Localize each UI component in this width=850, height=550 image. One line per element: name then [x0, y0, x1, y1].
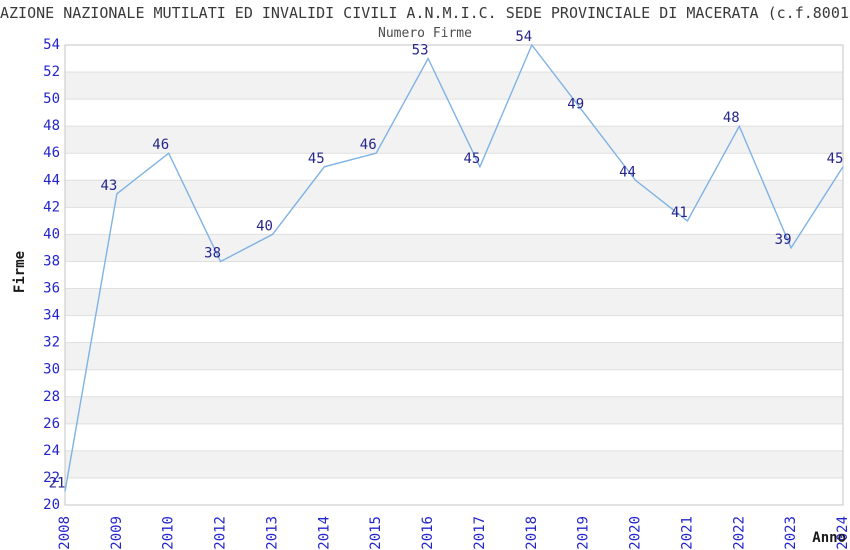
point-labels: 21 43 46 38 40 45 46 53 45 54 49 44 41 48 39 45 — [49, 29, 844, 492]
point-label: 41 — [671, 205, 688, 221]
x-tick-label: 2021 — [679, 516, 695, 550]
x-tick-label: 2009 — [109, 516, 125, 550]
x-tick-label: 2017 — [472, 516, 488, 550]
plot-band — [65, 450, 843, 478]
x-tick-label: 2010 — [161, 516, 177, 550]
point-label: 40 — [256, 218, 273, 234]
plot-band — [65, 72, 843, 100]
chart-title: AZIONE NAZIONALE MUTILATI ED INVALIDI CI… — [0, 4, 850, 22]
y-tick-label: 26 — [43, 416, 60, 432]
point-label: 49 — [567, 97, 584, 113]
y-tick-label: 28 — [43, 389, 60, 405]
y-tick-label: 50 — [43, 91, 60, 107]
chart-subtitle: Numero Firme — [378, 26, 472, 41]
x-tick-label: 2015 — [368, 516, 384, 550]
y-tick-label: 20 — [43, 497, 60, 513]
series-line — [64, 43, 844, 492]
y-tick-label: 34 — [43, 308, 60, 324]
y-tick-label: 32 — [43, 335, 60, 351]
point-label: 54 — [515, 29, 532, 45]
x-tick-label: 2012 — [213, 516, 229, 550]
y-axis-tick-labels: 20 22 24 26 28 30 32 34 36 38 40 42 44 46 48 50 52 54 — [43, 37, 60, 513]
y-tick-label: 22 — [43, 470, 60, 486]
point-label: 38 — [204, 246, 221, 262]
x-tick-label: 2008 — [57, 516, 73, 550]
x-tick-label: 2018 — [524, 516, 540, 550]
x-tick-label: 2019 — [576, 516, 592, 550]
plot-band — [65, 288, 843, 316]
y-tick-label: 54 — [43, 37, 60, 53]
x-tick-label: 2016 — [420, 516, 436, 550]
point-label: 44 — [619, 164, 636, 180]
y-tick-label: 36 — [43, 281, 60, 297]
y-tick-label: 52 — [43, 64, 60, 80]
y-tick-label: 44 — [43, 172, 60, 188]
point-label: 45 — [308, 151, 325, 167]
point-label: 39 — [775, 232, 792, 248]
x-tick-label: 2014 — [316, 516, 332, 550]
y-tick-label: 24 — [43, 443, 60, 459]
y-tick-label: 48 — [43, 118, 60, 134]
y-tick-label: 30 — [43, 362, 60, 378]
point-label: 21 — [49, 476, 66, 492]
plot-band — [65, 180, 843, 208]
point-label: 53 — [412, 43, 429, 59]
y-tick-label: 40 — [43, 226, 60, 242]
y-tick-label: 46 — [43, 145, 60, 161]
y-axis-label: Firme — [12, 251, 28, 293]
plot-band — [65, 396, 843, 424]
x-axis-tick-labels: 2008 2009 2010 2012 2013 2014 2015 2016 2017 2018… — [57, 516, 850, 550]
x-tick-label: 2013 — [265, 516, 281, 550]
x-tick-label: 2020 — [628, 516, 644, 550]
plot-band — [65, 342, 843, 370]
x-axis-label: Anno — [812, 530, 846, 546]
y-tick-label: 38 — [43, 254, 60, 270]
point-label: 43 — [100, 178, 117, 194]
point-label: 48 — [723, 110, 740, 126]
point-label: 45 — [827, 151, 844, 167]
point-label: 45 — [463, 151, 480, 167]
plot-band — [65, 234, 843, 262]
x-tick-label: 2023 — [783, 516, 799, 550]
plot-bands — [65, 72, 843, 478]
plot-border — [64, 44, 844, 506]
x-tick-label: 2024 — [835, 516, 850, 550]
y-tick-label: 42 — [43, 199, 60, 215]
plot-band — [65, 126, 843, 154]
point-label: 46 — [360, 137, 377, 153]
x-tick-label: 2022 — [731, 516, 747, 550]
point-label: 46 — [152, 137, 169, 153]
